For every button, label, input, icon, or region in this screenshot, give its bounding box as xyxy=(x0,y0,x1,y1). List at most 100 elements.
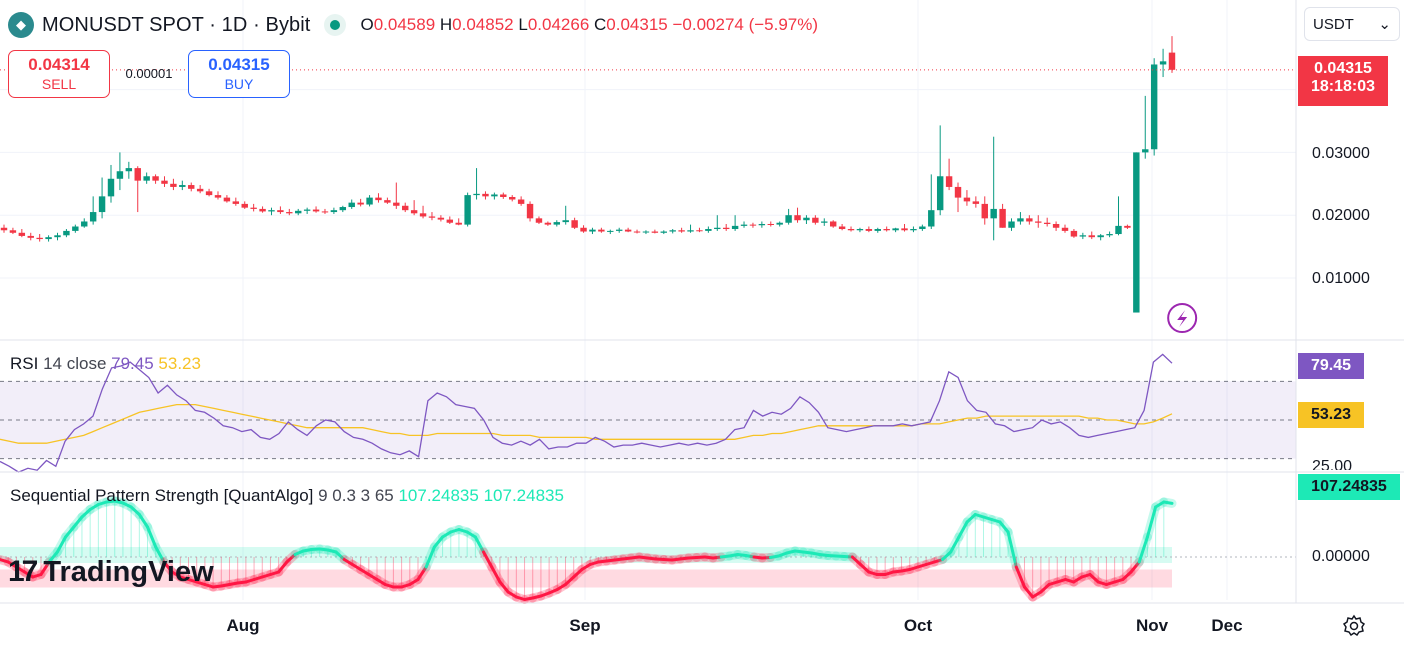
candle-body xyxy=(678,230,685,232)
candle-body xyxy=(500,194,507,197)
candle-body xyxy=(1043,222,1051,224)
sps-title: Sequential Pattern Strength [QuantAlgo] xyxy=(10,486,314,505)
candle-body xyxy=(1142,149,1149,153)
candle-body xyxy=(375,197,382,201)
candle-body xyxy=(1017,218,1024,222)
candle-body xyxy=(428,216,436,218)
sps-line-segment xyxy=(555,583,568,591)
buy-button[interactable]: 0.04315 BUY xyxy=(188,50,290,98)
candle-body xyxy=(98,196,106,213)
x-axis-label: Nov xyxy=(1135,616,1169,635)
sps-line-segment xyxy=(1129,560,1141,574)
candle-body xyxy=(1088,235,1095,238)
candle-body xyxy=(749,224,757,226)
low-value: 0.04266 xyxy=(527,15,590,34)
candle-body xyxy=(1106,234,1113,236)
tradingview-mark-icon: 17 xyxy=(8,555,38,588)
sps-line-segment xyxy=(572,568,584,579)
sps-line-segment xyxy=(88,503,100,511)
last-price-line xyxy=(0,69,1296,333)
sps-line-segment xyxy=(580,563,592,571)
candle-body xyxy=(901,228,908,231)
candle-body xyxy=(821,221,828,223)
sps-line-segment xyxy=(1006,530,1018,569)
candle-body xyxy=(402,205,409,211)
sps-line-segment xyxy=(949,535,961,554)
change-value: −0.00274 (−5.97%) xyxy=(672,15,819,34)
sps-line-segment xyxy=(1014,565,1026,589)
currency-select[interactable]: USDT ⌄ xyxy=(1304,7,1400,41)
candle-body xyxy=(731,225,739,230)
last-price-value: 0.04315 xyxy=(1314,60,1372,77)
sps-line-segment xyxy=(1137,535,1149,564)
sps-line-segment xyxy=(1154,500,1166,509)
candle-body xyxy=(268,210,275,212)
candle-body xyxy=(179,185,186,187)
candle-body xyxy=(571,220,578,228)
candle-body xyxy=(81,221,88,227)
candle-body xyxy=(419,213,427,217)
candle-body xyxy=(509,196,516,200)
candle-body xyxy=(464,195,471,225)
market-status-icon[interactable] xyxy=(324,14,347,36)
candle-body xyxy=(161,180,168,184)
candle-body xyxy=(598,229,605,232)
candle-body xyxy=(607,230,614,232)
candle-body xyxy=(312,209,320,212)
rsi-badge: 79.45 xyxy=(1298,353,1364,379)
settings-gear-icon[interactable] xyxy=(1342,614,1366,638)
sps-line-segment xyxy=(285,553,297,564)
candle-body xyxy=(910,229,917,231)
rsi-legend[interactable]: RSI 14 close 79.45 53.23 xyxy=(10,354,201,374)
candle-body xyxy=(526,203,534,219)
sps-line-segment xyxy=(121,501,133,509)
rsi-level-label: 25.00 xyxy=(1312,458,1353,470)
spread-value: 0.00001 xyxy=(125,66,173,81)
candle-body xyxy=(758,223,766,226)
sps-line-segment xyxy=(441,530,453,539)
candle-body xyxy=(1124,225,1131,228)
candle-body xyxy=(669,230,676,232)
symbol-title[interactable]: MONUSDT SPOT · 1D · Bybit xyxy=(42,13,311,36)
sps-upper-zone xyxy=(0,547,1172,563)
candle-body xyxy=(9,230,17,233)
tradingview-wordmark: TradingView xyxy=(43,555,214,588)
rsi-params: 14 close xyxy=(43,354,107,373)
candle-body xyxy=(865,229,873,231)
candle-body xyxy=(36,237,43,240)
sps-line-segment xyxy=(998,520,1010,534)
candle-body xyxy=(892,228,899,231)
candle-body xyxy=(384,200,391,203)
candle-body xyxy=(339,207,347,211)
sell-button[interactable]: 0.04314 SELL xyxy=(8,50,110,98)
candle-body xyxy=(232,201,240,204)
candle-body xyxy=(990,208,997,219)
sps-legend[interactable]: Sequential Pattern Strength [QuantAlgo] … xyxy=(10,486,564,506)
candle-body xyxy=(883,229,890,231)
candle-body xyxy=(321,211,329,213)
sps-line-segment xyxy=(350,563,363,571)
candle-body xyxy=(1159,61,1167,65)
candle-body xyxy=(642,231,650,233)
candle-body xyxy=(241,203,248,208)
candle-body xyxy=(196,188,204,192)
sps-zero-label: 0.00000 xyxy=(1312,548,1370,565)
candle-body xyxy=(277,210,284,213)
tradingview-logo[interactable]: 17 TradingView xyxy=(8,555,214,589)
candle-series xyxy=(0,36,1176,313)
sps-line-segment xyxy=(1072,575,1084,584)
candle-body xyxy=(170,183,177,187)
candle-body xyxy=(72,226,79,231)
x-axis-label: Dec xyxy=(1211,616,1243,635)
candle-body xyxy=(785,215,792,223)
open-label: O xyxy=(360,15,374,34)
sps-line-segment xyxy=(408,578,420,586)
rsi-ma-line xyxy=(0,403,1173,444)
candle-body xyxy=(928,210,935,227)
candle-body xyxy=(89,212,97,222)
rsi-lines xyxy=(0,353,1173,473)
pane-dividers xyxy=(0,0,1404,604)
candle-body xyxy=(286,212,293,214)
sps-line-segment xyxy=(14,565,27,574)
